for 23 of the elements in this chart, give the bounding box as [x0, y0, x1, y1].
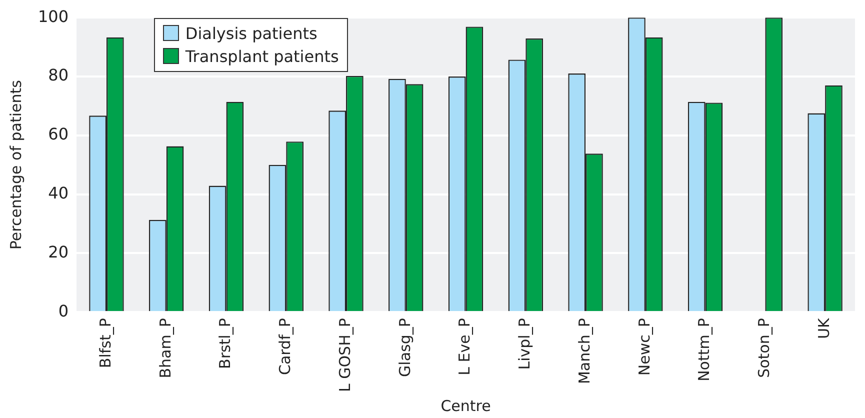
y-tick-label: 20 — [48, 242, 69, 262]
y-tick-label: 60 — [48, 124, 69, 144]
y-tick-label: 80 — [48, 66, 69, 85]
x-tick-label: Brstl_P — [216, 318, 234, 369]
legend-label: Dialysis patients — [185, 24, 318, 43]
x-tick-label: L GOSH_P — [336, 318, 354, 392]
legend-label: Transplant patients — [185, 46, 339, 66]
x-tick-label: Nottm_P — [695, 318, 714, 382]
y-tick-label: 40 — [48, 183, 69, 202]
x-tick-label: Livpl_P — [516, 318, 534, 370]
x-tick-label: Bham_P — [156, 318, 174, 378]
x-tick-label: Blfst_P — [96, 318, 114, 368]
y-tick-label: 100 — [38, 6, 69, 26]
x-tick-label: UK — [814, 316, 833, 339]
x-tick-label: Soton_P — [755, 318, 774, 378]
y-tick-label: 0 — [58, 301, 69, 320]
x-tick-label: Manch_P — [575, 318, 594, 384]
x-tick-label: Cardf_P — [276, 318, 294, 376]
x-tick-label: L Eve_P — [456, 318, 474, 376]
x-tick-label: Glasg_P — [396, 318, 414, 377]
x-axis-title: Centre — [440, 396, 491, 415]
x-tick-label: Newc_P — [635, 318, 654, 376]
y-axis-title: Percentage of patients — [6, 80, 25, 250]
